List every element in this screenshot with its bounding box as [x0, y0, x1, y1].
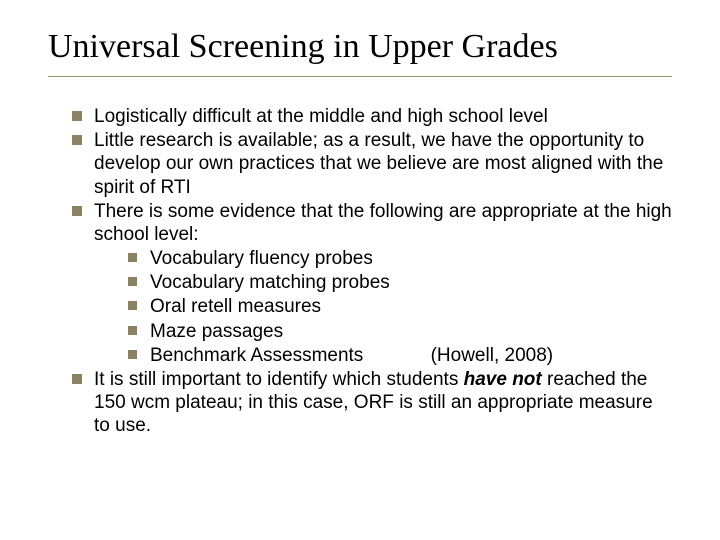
sub-bullet-list: Vocabulary fluency probes Vocabulary mat…: [94, 247, 672, 367]
bullet-text: There is some evidence that the followin…: [94, 201, 672, 245]
sub-bullet-item: Maze passages: [128, 320, 672, 343]
sub-bullet-item: Vocabulary matching probes: [128, 271, 672, 294]
bullet-text-part: It is still important to identify which …: [94, 369, 464, 390]
bullet-item: Little research is available; as a resul…: [72, 129, 672, 199]
slide: Universal Screening in Upper Grades Logi…: [0, 0, 720, 540]
bullet-item: It is still important to identify which …: [72, 368, 672, 438]
bullet-text-emphasis: have not: [464, 369, 542, 390]
sub-bullet-item: Vocabulary fluency probes: [128, 247, 672, 270]
slide-title: Universal Screening in Upper Grades: [48, 28, 672, 77]
sub-bullet-item: Oral retell measures: [128, 295, 672, 318]
sub-bullet-text: Benchmark Assessments: [150, 345, 363, 366]
bullet-item: Logistically difficult at the middle and…: [72, 105, 672, 128]
slide-content: Logistically difficult at the middle and…: [48, 105, 672, 437]
sub-bullet-item: Benchmark Assessments (Howell, 2008): [128, 344, 672, 367]
bullet-list: Logistically difficult at the middle and…: [54, 105, 672, 437]
citation: (Howell, 2008): [431, 344, 554, 367]
bullet-item: There is some evidence that the followin…: [72, 200, 672, 367]
